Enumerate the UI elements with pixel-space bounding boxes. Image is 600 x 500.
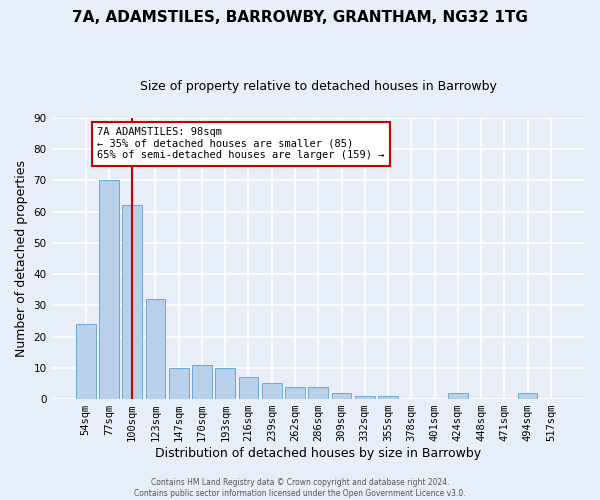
Bar — [215, 368, 235, 399]
Bar — [122, 206, 142, 399]
Bar — [355, 396, 374, 399]
Bar — [192, 364, 212, 399]
X-axis label: Distribution of detached houses by size in Barrowby: Distribution of detached houses by size … — [155, 447, 481, 460]
Text: 7A ADAMSTILES: 98sqm
← 35% of detached houses are smaller (85)
65% of semi-detac: 7A ADAMSTILES: 98sqm ← 35% of detached h… — [97, 127, 385, 160]
Y-axis label: Number of detached properties: Number of detached properties — [15, 160, 28, 357]
Bar — [448, 393, 468, 399]
Bar — [169, 368, 188, 399]
Bar — [308, 386, 328, 399]
Bar — [76, 324, 95, 399]
Title: Size of property relative to detached houses in Barrowby: Size of property relative to detached ho… — [140, 80, 497, 93]
Bar — [239, 377, 259, 399]
Bar — [285, 386, 305, 399]
Text: 7A, ADAMSTILES, BARROWBY, GRANTHAM, NG32 1TG: 7A, ADAMSTILES, BARROWBY, GRANTHAM, NG32… — [72, 10, 528, 25]
Bar — [332, 393, 352, 399]
Bar — [378, 396, 398, 399]
Text: Contains HM Land Registry data © Crown copyright and database right 2024.
Contai: Contains HM Land Registry data © Crown c… — [134, 478, 466, 498]
Bar — [262, 384, 281, 399]
Bar — [99, 180, 119, 399]
Bar — [518, 393, 538, 399]
Bar — [146, 299, 166, 399]
